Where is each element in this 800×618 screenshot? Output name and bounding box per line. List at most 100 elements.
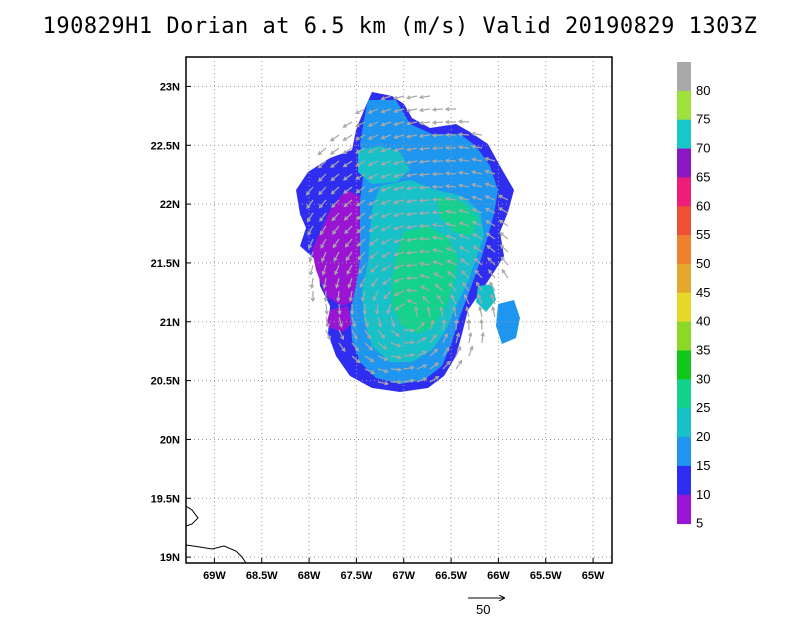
wind-vector-head	[405, 173, 411, 178]
wind-vector-head	[432, 260, 438, 265]
wind-vector	[420, 95, 431, 99]
wind-vector	[455, 333, 460, 344]
wind-vector-head	[367, 162, 373, 167]
wind-vector	[335, 277, 340, 288]
wind-vector	[480, 319, 483, 331]
wind-vector	[306, 199, 314, 209]
wind-vector	[485, 183, 496, 188]
wind-vector-head	[397, 355, 403, 360]
wind-vector-head	[490, 293, 495, 299]
wind-vector-head	[410, 365, 416, 371]
x-tick-label: 68.5W	[246, 570, 278, 582]
wind-vector-head	[393, 291, 399, 296]
wind-vector-head	[326, 335, 331, 341]
wind-vector-head	[380, 161, 386, 166]
wind-vector	[381, 134, 392, 139]
wind-vector	[407, 134, 418, 138]
wind-vector-head	[452, 306, 457, 311]
wind-vector-head	[431, 235, 437, 240]
x-tick-label: 65.5W	[530, 570, 562, 582]
wind-vector-head	[444, 184, 450, 189]
wind-vector-head	[369, 254, 374, 260]
wind-vector	[419, 186, 431, 189]
wind-vector-head	[393, 160, 398, 166]
wind-vector-head	[419, 285, 425, 290]
wind-vector-head	[431, 197, 437, 202]
longitude-ticks: 69W 68.5W 68W 67.5W 67W 66.5W 66W 65.5W 65W	[203, 558, 605, 582]
wind-vector-head	[337, 310, 342, 316]
y-tick-label: 22.5N	[151, 140, 180, 152]
wind-vector-head	[431, 222, 437, 228]
wind-vector-head	[321, 257, 326, 263]
wind-vector	[415, 306, 418, 318]
wind-vector-head	[393, 95, 398, 101]
wind-vector	[306, 186, 314, 196]
wind-vector-head	[457, 132, 463, 137]
wind-vector-head	[459, 258, 465, 263]
wind-vector	[394, 212, 405, 217]
wind-vector	[358, 264, 366, 274]
wind-vector-head	[364, 323, 370, 328]
wind-vector	[472, 145, 483, 149]
wind-vector-head	[380, 109, 386, 114]
wind-vector	[432, 211, 444, 214]
wind-vector	[338, 316, 343, 327]
wind-vector	[330, 160, 340, 168]
wind-vector	[472, 221, 483, 227]
wind-vector	[348, 277, 353, 288]
wind-vector	[419, 160, 431, 163]
colorbar-swatch	[677, 177, 691, 207]
wind-vector-head	[331, 216, 336, 222]
colorbar-label: 20	[696, 429, 710, 444]
wind-vector-head	[370, 370, 376, 375]
wind-vector-head	[393, 225, 398, 231]
wind-vector-head	[342, 136, 347, 141]
wind-vector	[474, 270, 483, 279]
wind-vector	[346, 264, 353, 275]
wind-vector	[390, 329, 400, 337]
wind-vector	[394, 134, 405, 139]
wind-vector-head	[422, 337, 427, 342]
wind-vector	[381, 147, 392, 152]
wind-vector-head	[329, 137, 335, 142]
wind-vector-head	[431, 184, 437, 190]
wind-vector-head	[431, 133, 437, 138]
wind-vectors	[305, 94, 509, 386]
wind-vector	[371, 277, 379, 287]
colorbar-label: 10	[696, 487, 710, 502]
wind-vector	[472, 208, 483, 214]
y-tick-label: 21N	[160, 317, 180, 329]
wind-vector-head	[360, 297, 366, 302]
wind-vector-head	[393, 173, 398, 179]
wind-vector-head	[393, 252, 399, 257]
wind-vector	[308, 238, 314, 249]
wind-vector	[394, 264, 405, 269]
latitude-ticks: 19N 19.5N 20N 20.5N 21N 21.5N 22N 22.5N 23N	[151, 81, 191, 564]
wind-vector	[381, 251, 392, 258]
wind-vector-head	[368, 241, 374, 246]
wind-vector	[345, 251, 353, 261]
colorbar-swatch	[677, 350, 691, 380]
wind-vector	[394, 238, 405, 243]
wind-vector	[323, 277, 327, 288]
wind-vector-head	[356, 242, 362, 247]
wind-vector	[485, 157, 496, 162]
wind-vector-head	[308, 257, 313, 263]
wind-vector	[442, 333, 448, 344]
wind-vector	[377, 329, 385, 339]
wind-vector-head	[330, 176, 335, 182]
wind-vector-head	[333, 257, 338, 262]
wind-vector-head	[444, 145, 450, 150]
wind-vector-head	[471, 208, 477, 213]
colorbar-swatch	[677, 206, 691, 236]
wind-vector	[440, 307, 444, 318]
wind-vector-head	[491, 306, 496, 311]
wind-vector	[351, 355, 360, 363]
wind-vector	[472, 132, 483, 136]
wind-vector-head	[430, 319, 435, 325]
wind-vector	[394, 199, 405, 204]
wind-vector-head	[393, 147, 398, 153]
wind-vector	[351, 316, 356, 327]
wind-vector	[442, 347, 450, 357]
wind-vector-head	[457, 157, 463, 163]
